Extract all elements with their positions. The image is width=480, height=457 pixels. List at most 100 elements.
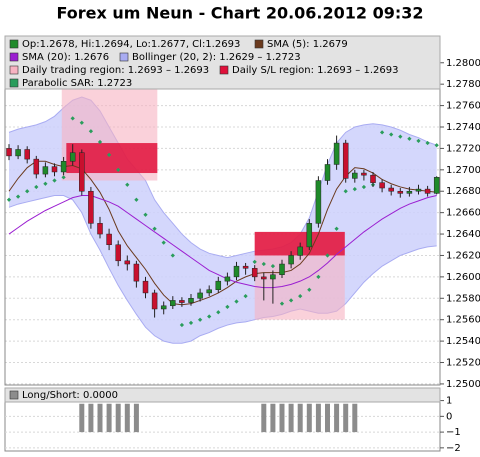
candle-body <box>97 223 103 235</box>
candle-body <box>215 280 222 290</box>
legend-label: Parabolic SAR: 1.2723 <box>22 78 132 89</box>
bar <box>124 403 130 433</box>
candle-body <box>60 161 67 173</box>
y-tick-label: 1.2540 <box>446 336 480 347</box>
bar <box>79 403 85 433</box>
candle-body <box>406 190 413 194</box>
bar <box>106 403 112 433</box>
sar-dot <box>161 240 166 245</box>
candle-body <box>188 298 194 303</box>
legend-label: Bollinger (20, 2): 1.2629 – 1.2723 <box>132 52 301 63</box>
y-tick-label: 1.2580 <box>446 293 480 304</box>
legend-label: SMA (5): 1.2679 <box>267 39 348 50</box>
bar <box>297 403 303 433</box>
y-tick-label: 1.2780 <box>446 79 480 90</box>
y-tick-label: 1.2600 <box>446 272 480 283</box>
sar-dot <box>79 120 84 125</box>
candle-body <box>352 172 358 179</box>
sar-dot <box>325 253 330 258</box>
sar-dot <box>243 294 248 299</box>
candle-body <box>142 280 149 294</box>
candle-body <box>333 142 340 165</box>
sar-dot <box>252 259 257 265</box>
sar-dot <box>261 261 266 267</box>
band-line <box>8 195 437 344</box>
candle-body <box>197 292 203 299</box>
y-tick-label: 1.2800 <box>446 58 480 69</box>
legend-box <box>4 35 441 90</box>
y-tick-label: 1.2680 <box>446 186 480 197</box>
sar-dot <box>234 299 239 304</box>
legend-label: Long/Short: 0.0000 <box>22 390 118 401</box>
candle-body <box>115 244 121 262</box>
legend-swatch <box>9 78 19 88</box>
sar-dot <box>225 304 230 309</box>
sar-dot <box>15 194 21 199</box>
candle-body <box>33 158 40 175</box>
overlay: 1.2500 1.2520 1.2540 1.2560 1.2580 1.2600 1.26… <box>4 35 480 454</box>
sar-dot <box>197 317 203 322</box>
candle-body <box>151 292 158 310</box>
candle-body <box>288 255 294 265</box>
candle-body <box>206 289 212 294</box>
sar-dot <box>288 298 294 303</box>
y-tick-label: 1.2740 <box>446 122 480 133</box>
y-tick-label: 1.2760 <box>446 101 480 112</box>
sar-dot <box>298 294 303 299</box>
candle-body <box>124 260 131 265</box>
sar-dot <box>143 212 148 217</box>
sar-dot <box>343 189 348 194</box>
legend-label: SMA (20): 1.2676 <box>22 52 109 63</box>
bar <box>133 403 139 433</box>
legend-swatch <box>219 65 229 75</box>
candle-body <box>342 142 349 179</box>
bar <box>306 403 312 433</box>
bar <box>325 403 330 433</box>
y-tick-label: 1.2720 <box>446 143 480 154</box>
sar-dot <box>152 226 157 231</box>
sar-dot <box>416 138 421 144</box>
sar-dot <box>279 301 285 306</box>
candle-body <box>160 305 167 310</box>
y-tick-label: 1.2640 <box>446 229 480 240</box>
candle-body <box>424 188 431 194</box>
legend-box <box>4 387 441 403</box>
y-tick-label: 1 <box>446 396 452 407</box>
candle-body <box>433 177 440 194</box>
line <box>8 195 437 289</box>
sar-dot <box>216 310 221 315</box>
bar <box>261 403 267 433</box>
sar-dot <box>334 226 339 231</box>
bar <box>279 403 285 433</box>
candle-body <box>270 274 276 280</box>
y-tick-label: 1.2620 <box>446 250 480 261</box>
candle-body <box>69 152 76 162</box>
legend-label: Daily trading region: 1.2693 – 1.2693 <box>22 65 209 76</box>
candle-body <box>251 268 258 278</box>
sar-dot <box>316 274 321 279</box>
sar-dot <box>25 189 30 194</box>
sar-dot <box>125 182 130 187</box>
sar-dot <box>134 197 139 202</box>
y-tick-label: −1 <box>446 427 461 438</box>
bar <box>315 403 321 433</box>
legend-swatch <box>9 390 19 400</box>
sar-dot <box>179 322 185 328</box>
legend-label: Op:1.2678, Hi:1.2694, Lo:1.2677, Cl:1.26… <box>22 39 240 50</box>
candle-body <box>42 166 49 175</box>
candle-body <box>261 276 267 280</box>
candle-body <box>170 300 176 307</box>
sar-dot <box>70 116 75 121</box>
bar <box>97 403 103 433</box>
bar <box>352 403 358 433</box>
candle-body <box>297 246 303 256</box>
candle-body <box>133 263 140 282</box>
chart-title: Forex um Neun - Chart 20.06.2012 09:32 <box>56 4 423 23</box>
candle-body <box>233 265 240 278</box>
candle-body <box>315 180 322 224</box>
sar-dot <box>106 152 112 157</box>
y-tick-label: 1.2500 <box>446 379 480 390</box>
candle-body <box>88 190 94 224</box>
